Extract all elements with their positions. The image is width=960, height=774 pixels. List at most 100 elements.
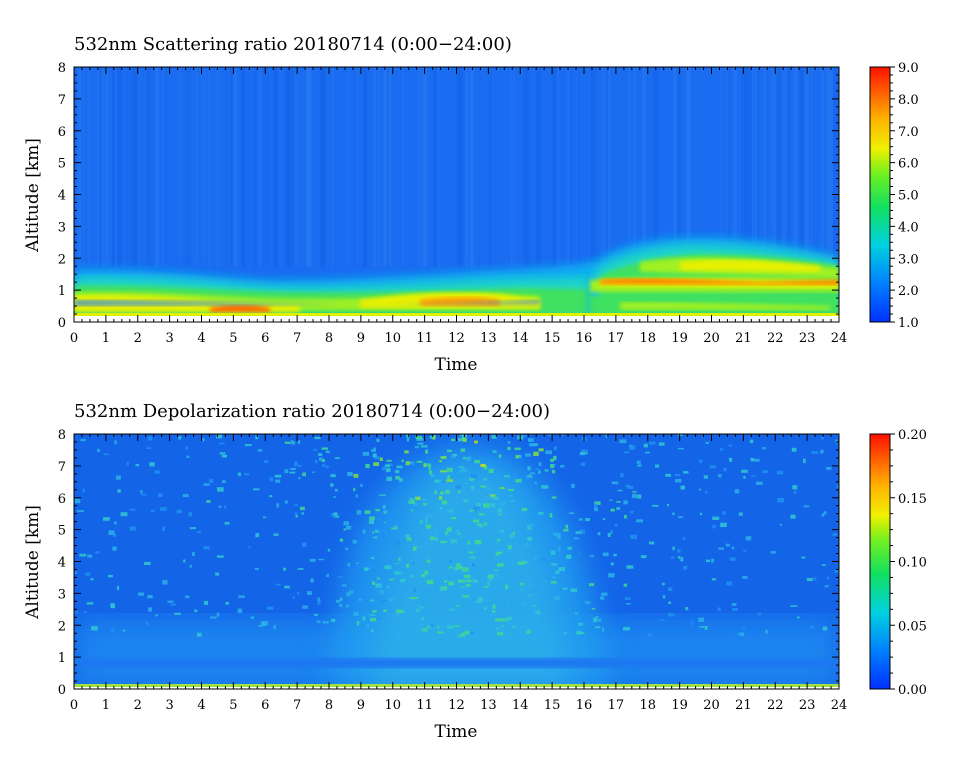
streak	[418, 67, 423, 267]
noise-speckle	[626, 565, 634, 569]
streak	[106, 67, 109, 267]
noise-speckle	[210, 616, 217, 619]
elevated-aerosol-layer	[590, 237, 839, 318]
colorbar: 0.00 0.05 0.10 0.15 0.20	[869, 428, 927, 698]
colorbar-tick-label: 7.0	[898, 125, 919, 140]
noise-speckle	[362, 451, 370, 456]
noise-speckle	[458, 634, 461, 638]
noise-speckle	[527, 525, 532, 530]
x-tick-label: 10	[384, 331, 401, 346]
noise-speckle	[398, 557, 401, 561]
noise-speckle	[610, 562, 614, 566]
noise-speckle	[463, 482, 468, 485]
noise-speckle	[486, 581, 490, 586]
streak	[537, 67, 542, 267]
noise-speckle	[129, 526, 136, 531]
streak	[387, 67, 391, 267]
y-tick-label: 0	[58, 316, 66, 331]
noise-speckle	[609, 499, 613, 501]
noise-speckle	[371, 569, 377, 572]
noise-speckle	[401, 571, 404, 576]
noise-speckle	[294, 512, 298, 515]
streak	[566, 67, 571, 267]
x-tick-label: 16	[576, 331, 593, 346]
noise-speckle	[364, 567, 369, 571]
noise-speckle	[300, 506, 305, 511]
noise-speckle	[343, 521, 349, 526]
noise-speckle	[528, 438, 534, 442]
streak	[202, 67, 206, 267]
noise-speckle	[405, 461, 410, 466]
noise-speckle	[74, 611, 79, 614]
noise-speckle	[527, 628, 531, 632]
noise-speckle	[458, 466, 465, 468]
noise-speckle	[222, 480, 226, 484]
noise-speckle	[535, 610, 541, 615]
noise-speckle	[595, 615, 599, 618]
noise-speckle	[77, 510, 84, 513]
noise-speckle	[538, 470, 541, 474]
noise-speckle	[371, 581, 376, 585]
x-tick-label: 2	[134, 331, 142, 346]
noise-speckle	[625, 603, 631, 605]
streak	[162, 67, 165, 267]
noise-speckle	[810, 625, 815, 629]
noise-speckle	[623, 451, 630, 454]
noise-speckle	[398, 477, 403, 482]
noise-speckle	[275, 583, 281, 586]
noise-speckle	[97, 448, 100, 453]
colorbar-tick-label: 9.0	[898, 61, 919, 76]
streak	[741, 67, 744, 267]
streak	[117, 67, 122, 267]
noise-speckle	[791, 447, 797, 452]
noise-speckle	[435, 537, 439, 542]
streak	[325, 67, 330, 267]
noise-speckle	[225, 601, 229, 605]
noise-speckle	[434, 479, 441, 483]
x-tick-label: 8	[325, 331, 333, 346]
streak	[601, 67, 605, 267]
noise-speckle	[112, 533, 117, 537]
noise-speckle	[578, 518, 583, 521]
streak	[802, 67, 806, 267]
noise-speckle	[514, 447, 521, 451]
noise-speckle	[430, 536, 436, 541]
x-axis-title: Time	[435, 722, 478, 742]
streak	[523, 67, 527, 267]
noise-speckle	[425, 518, 428, 523]
noise-speckle	[594, 507, 598, 512]
noise-speckle	[115, 475, 121, 480]
streak	[763, 67, 766, 267]
noise-speckle	[495, 618, 502, 622]
noise-speckle	[415, 435, 422, 439]
noise-speckle	[383, 510, 388, 514]
streak	[641, 67, 644, 267]
streak	[273, 67, 279, 267]
noise-speckle	[454, 625, 460, 627]
noise-speckle	[330, 483, 334, 487]
streak	[96, 67, 100, 267]
noise-speckle	[765, 629, 768, 634]
noise-speckle	[393, 562, 401, 565]
noise-speckle	[551, 496, 557, 499]
noise-speckle	[550, 550, 556, 555]
streak	[274, 67, 279, 267]
noise-speckle	[292, 596, 295, 599]
noise-speckle	[379, 494, 386, 496]
noise-speckle	[762, 447, 766, 450]
noise-speckle	[425, 514, 432, 518]
y-tick-label: 1	[58, 651, 66, 666]
noise-speckle	[434, 533, 439, 538]
noise-speckle	[709, 465, 717, 469]
noise-speckle	[429, 623, 434, 627]
noise-speckle	[520, 589, 527, 592]
noise-speckle	[623, 500, 628, 505]
colorbar-tick-label: 0.20	[898, 428, 927, 443]
streak	[642, 67, 646, 267]
noise-speckle	[720, 522, 727, 528]
y-tick-label: 4	[58, 556, 66, 571]
y-tick-label: 0	[58, 683, 66, 698]
noise-speckle	[559, 434, 564, 437]
noise-speckle	[757, 612, 762, 616]
streak	[322, 67, 327, 267]
